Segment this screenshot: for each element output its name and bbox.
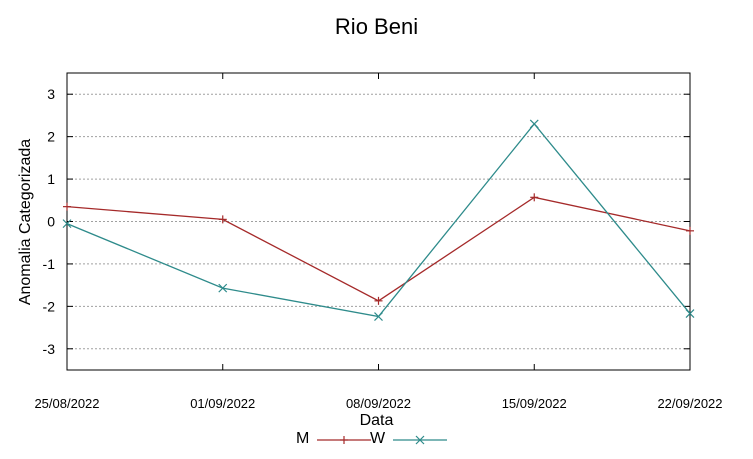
- x-tick-label: 01/09/2022: [190, 396, 255, 411]
- data-point-w: [218, 283, 228, 293]
- data-point-m: [530, 193, 539, 202]
- x-tick-label: 15/09/2022: [502, 396, 567, 411]
- y-tick-label: 0: [47, 214, 55, 230]
- data-point-m: [63, 202, 71, 211]
- legend-label-w: W: [370, 430, 386, 447]
- series-line-w: [66, 122, 691, 318]
- data-point-m: [686, 226, 694, 235]
- y-tick-label: 1: [47, 171, 55, 187]
- data-point-m: [218, 215, 227, 224]
- y-tick-label: -3: [43, 341, 56, 357]
- y-tick-label: 3: [47, 86, 55, 102]
- x-tick-label: 25/08/2022: [34, 396, 99, 411]
- y-tick-label: -1: [43, 256, 56, 272]
- plot-frame: [66, 72, 691, 371]
- series-line-m: [66, 196, 691, 302]
- x-tick-label: 08/09/2022: [346, 396, 411, 411]
- legend-label-m: M: [296, 430, 310, 447]
- data-point-w: [62, 219, 72, 229]
- x-axis-label: Data: [359, 412, 394, 429]
- legend-swatch-w: [393, 435, 448, 445]
- legend-swatch-m: [317, 436, 372, 444]
- data-point-m: [374, 296, 383, 305]
- data-point-w: [374, 312, 383, 321]
- legend-item-m: M: [296, 430, 373, 448]
- series-lines: [62, 119, 695, 321]
- data-point-w: [529, 119, 539, 129]
- y-tick-label: -2: [43, 298, 56, 314]
- axes: -3 -2 -1 0 1 2 3 25/08/2022 01/09/2022 08/09/2022…: [34, 72, 723, 411]
- y-tick-label: 2: [47, 129, 55, 145]
- chart-title: Rio Beni: [334, 14, 419, 39]
- data-point-w: [685, 309, 695, 318]
- grid-lines: [67, 93, 690, 350]
- x-tick-label: 22/09/2022: [657, 396, 722, 411]
- legend: M W: [0, 430, 753, 452]
- legend-item-w: W: [370, 430, 449, 448]
